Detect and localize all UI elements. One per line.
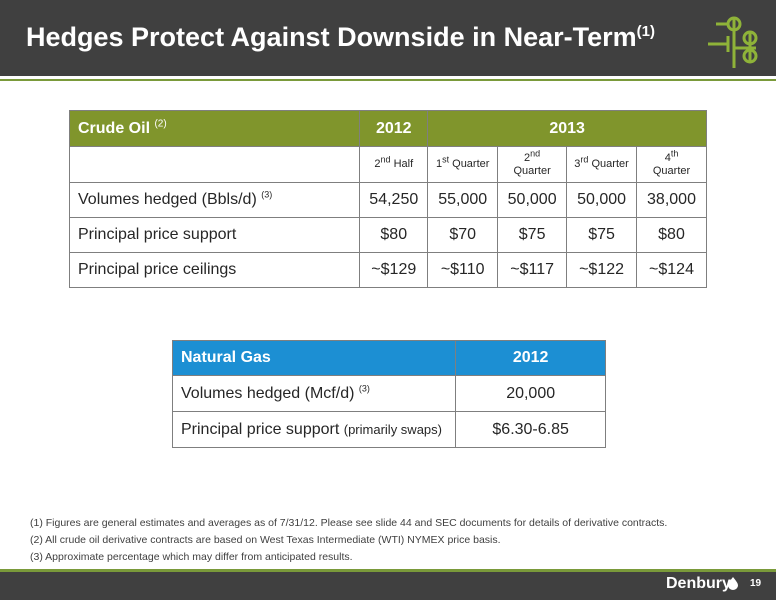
table-row: Principal price ceilings ~$129 ~$110 ~$1… [68,252,707,288]
table-cell: ~$117 [497,252,568,288]
oil-year-2013: 2013 [427,110,707,147]
oil-corner-cell: Crude Oil (2) [68,110,361,147]
oil-header-row: Crude Oil (2) 2012 2013 [68,110,707,147]
table-cell: ~$124 [636,252,707,288]
oil-period-cell: 4th Quarter [636,146,707,183]
table-cell: $6.30-6.85 [455,411,606,448]
period-text: Quarter [588,158,629,170]
footnotes: (1) Figures are general estimates and av… [30,515,667,566]
oil-corner-label: Crude Oil [78,119,151,137]
oil-period-cell: 3rd Quarter [566,146,638,183]
period-num: 2 [374,158,381,170]
row-label-sup: (3) [261,189,273,200]
footer-accent-line [0,569,776,572]
table-row: Volumes hedged (Bbls/d) (3) 54,250 55,00… [68,182,707,218]
row-label-text: Volumes hedged (Bbls/d) [78,191,257,208]
gas-header-row: Natural Gas 2012 [171,340,606,376]
table-row: Volumes hedged (Mcf/d) (3) 20,000 [171,375,606,412]
header-divider [0,76,776,79]
crude-oil-table: Crude Oil (2) 2012 2013 2nd Half 1st Qua… [68,110,707,288]
drop-icon [728,577,738,590]
brand-logo-text: Denbury [666,575,731,592]
row-label: Volumes hedged (Mcf/d) (3) [171,375,457,412]
period-sup: nd [530,147,541,158]
period-text: Quarter [449,158,490,170]
period-text: Quarter [652,164,691,177]
row-label-sup: (3) [358,383,370,394]
row-label: Principal price ceilings [68,252,361,288]
table-cell: $70 [427,217,499,253]
table-cell: $80 [359,217,429,253]
header-bar [0,0,776,76]
table-cell: 50,000 [566,182,638,218]
natural-gas-table: Natural Gas 2012 Volumes hedged (Mcf/d) … [171,340,606,448]
footnote: (1) Figures are general estimates and av… [30,517,668,529]
gas-corner-label: Natural Gas [171,340,457,376]
oil-year-2012: 2012 [359,110,429,147]
slide-title-sup: (1) [636,23,655,40]
period-sup: th [670,147,679,158]
period-num: 3 [574,158,581,170]
footer-bar [0,572,776,600]
slide-title: Hedges Protect Against Downside in Near-… [26,22,655,53]
footnote: (2) All crude oil derivative contracts a… [30,534,501,546]
table-cell: ~$110 [427,252,499,288]
table-cell: 50,000 [497,182,568,218]
header-accent-line [0,79,776,81]
table-row: Principal price support $80 $70 $75 $75 … [68,217,707,253]
table-cell: ~$129 [359,252,429,288]
period-text: Half [390,158,414,170]
oil-period-blank [68,146,361,183]
table-cell: 20,000 [455,375,606,412]
period-num: 4 [664,151,671,164]
oil-period-cell: 1st Quarter [427,146,499,183]
row-label: Principal price support [68,217,361,253]
table-cell: 55,000 [427,182,499,218]
oil-corner-sup: (2) [154,118,167,130]
period-text: Quarter [513,164,551,177]
footnote: (3) Approximate percentage which may dif… [30,551,353,563]
gas-year-2012: 2012 [455,340,606,376]
table-row: Principal price support (primarily swaps… [171,411,606,448]
row-label: Volumes hedged (Bbls/d) (3) [68,182,361,218]
row-label-note: (primarily swaps) [343,421,442,437]
period-num: 1 [435,158,443,170]
oil-period-row: 2nd Half 1st Quarter 2nd Quarter 3rd Quar… [68,146,707,183]
row-label-text: Volumes hedged (Mcf/d) [181,384,355,402]
oil-period-cell: 2nd Quarter [497,146,568,183]
slide-title-text: Hedges Protect Against Downside in Near-… [26,22,637,52]
period-sup: st [442,154,450,165]
period-sup: rd [580,154,589,165]
pumpjack-icon [708,16,758,68]
table-cell: 54,250 [359,182,429,218]
table-cell: $75 [566,217,638,253]
table-cell: $75 [497,217,568,253]
period-sup: nd [380,154,391,165]
table-cell: ~$122 [566,252,638,288]
page-number: 19 [750,578,762,589]
oil-period-cell: 2nd Half [359,146,429,183]
row-label-text: Principal price support [181,420,340,438]
period-num: 2 [524,151,531,164]
table-cell: 38,000 [636,182,707,218]
table-cell: $80 [636,217,707,253]
row-label: Principal price support (primarily swaps… [171,411,457,448]
